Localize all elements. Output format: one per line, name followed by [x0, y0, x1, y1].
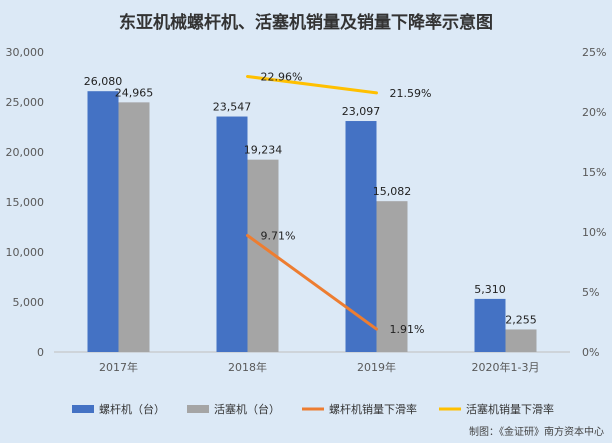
bar [216, 116, 248, 352]
chart-title: 东亚机械螺杆机、活塞机销量及销量下降率示意图 [119, 12, 493, 33]
bar-data-label: 23,097 [342, 105, 381, 118]
left-axis-tick-label: 15,000 [6, 196, 45, 209]
left-axis-tick-label: 0 [37, 346, 44, 359]
source-note: 制图：《金证研》南方资本中心 [469, 425, 604, 438]
bar-data-label: 24,965 [115, 86, 154, 99]
bar [376, 201, 408, 352]
x-axis-tick-label: 2020年1-3月 [472, 360, 540, 374]
left-axis-tick-label: 20,000 [6, 146, 45, 159]
x-axis-tick-label: 2019年 [357, 360, 396, 374]
right-axis-tick-label: 20% [582, 106, 606, 119]
rate-data-label: 21.59% [390, 87, 432, 100]
rate-lines: 9.71% 1.91% 22.96% 21.59% [246, 70, 432, 336]
x-axis-tick-label: 2018年 [228, 360, 267, 374]
bar [118, 102, 150, 352]
bar [474, 298, 506, 352]
bars: 26,080 23,547 23,097 5,310 24,965 19,234 15,08… [84, 75, 537, 352]
legend: 螺杆机（台） 活塞机（台） 螺杆机销量下滑率 活塞机销量下滑率 [72, 402, 554, 416]
left-axis-tick-label: 5,000 [13, 296, 45, 309]
right-axis-tick-label: 10% [582, 226, 606, 239]
bar-data-label: 26,080 [84, 75, 123, 88]
bar-data-label: 5,310 [474, 283, 506, 296]
legend-label: 螺杆机销量下滑率 [329, 402, 417, 416]
rate-line [246, 233, 378, 331]
legend-label: 活塞机销量下滑率 [466, 402, 554, 416]
legend-swatch [72, 405, 94, 413]
bar [345, 121, 377, 352]
rate-line [246, 74, 378, 95]
left-axis-ticks: 0 5,000 10,000 15,000 20,000 25,000 30,000 [6, 46, 45, 359]
x-axis-tick-label: 2017年 [99, 360, 138, 374]
legend-label: 活塞机（台） [214, 402, 280, 416]
rate-data-label: 22.96% [261, 70, 303, 83]
left-axis-tick-label: 25,000 [6, 96, 45, 109]
bar-data-label: 2,255 [505, 313, 537, 326]
legend-label: 螺杆机（台） [99, 402, 165, 416]
rate-data-label: 1.91% [390, 323, 425, 336]
right-axis-tick-label: 0% [582, 346, 599, 359]
right-axis-tick-label: 5% [582, 286, 599, 299]
x-axis-ticks: 2017年 2018年 2019年 2020年1-3月 [99, 360, 539, 374]
legend-swatch [187, 405, 209, 413]
bar-data-label: 15,082 [373, 185, 412, 198]
right-axis-ticks: 0% 5% 10% 15% 20% 25% [582, 46, 606, 359]
bar-data-label: 23,547 [213, 101, 252, 114]
bar-data-label: 19,234 [244, 144, 283, 157]
left-axis-tick-label: 30,000 [6, 46, 45, 59]
left-axis-tick-label: 10,000 [6, 246, 45, 259]
right-axis-tick-label: 15% [582, 166, 606, 179]
bar [87, 91, 119, 352]
bar [505, 329, 537, 352]
rate-data-label: 9.71% [261, 229, 296, 242]
right-axis-tick-label: 25% [582, 46, 606, 59]
